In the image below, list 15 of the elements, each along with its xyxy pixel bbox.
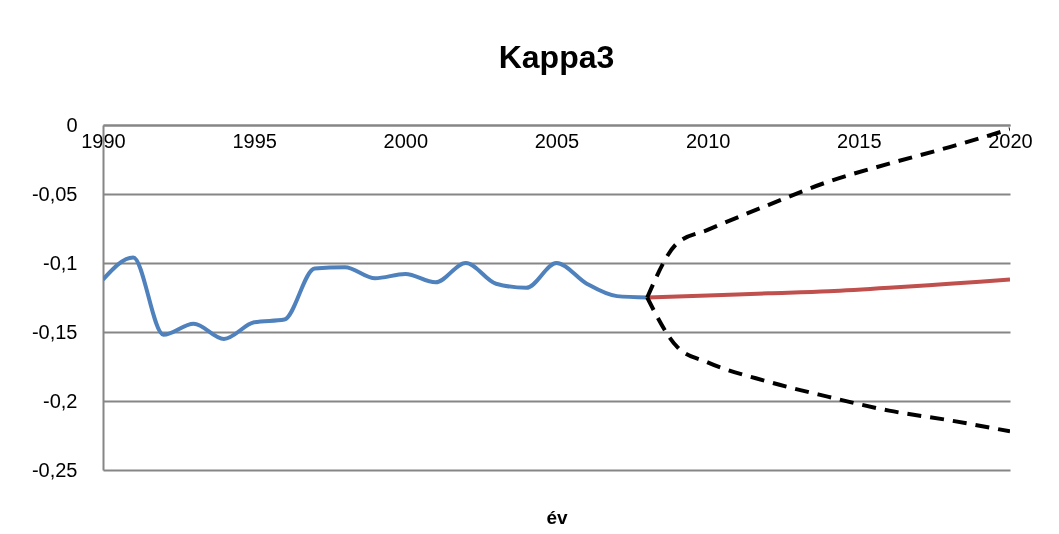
y-tick-label: -0,05	[31, 182, 78, 205]
x-tick-label: 2010	[685, 129, 731, 152]
y-tick-label: -0,1	[43, 251, 78, 274]
x-tick-label: 2015	[837, 129, 882, 152]
y-tick-label: -0,2	[43, 389, 78, 412]
y-tick-label: 0	[66, 113, 78, 136]
y-tick-label: -0,15	[31, 320, 78, 343]
x-tick-label: 1990	[81, 129, 126, 152]
x-tick-label: 1995	[232, 129, 277, 152]
x-tick-label: 2000	[383, 129, 429, 152]
chart-title: Kappa3	[498, 39, 615, 75]
x-tick-label: 2020	[988, 129, 1033, 152]
x-tick-label: 2005	[534, 129, 580, 152]
x-axis-title: év	[546, 506, 568, 528]
y-tick-label: -0,25	[31, 458, 78, 481]
